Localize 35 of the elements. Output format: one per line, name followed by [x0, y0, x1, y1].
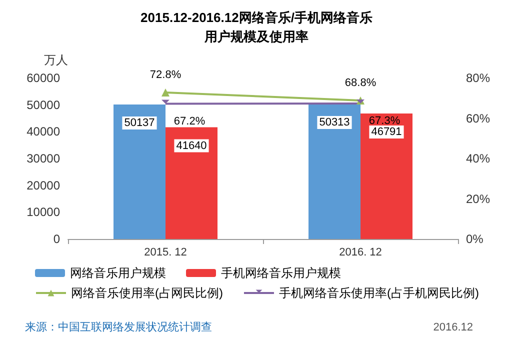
x-tick-label: 2015. 12	[144, 246, 187, 258]
y2-tick-label: 60%	[466, 111, 490, 126]
data-label: 72.8%	[150, 68, 182, 81]
source-note: 来源：中国互联网络发展状况统计调查	[25, 320, 212, 334]
y2-tick-label: 40%	[466, 152, 490, 166]
chart-subtitle: 用户规模及使用率	[204, 29, 308, 44]
data-label: 67.2%	[174, 115, 206, 128]
x-tick-label: 2016. 12	[339, 246, 382, 258]
y-tick-label: 40000	[26, 124, 60, 139]
y-tick-label: 0	[53, 232, 60, 246]
text: 2016.12	[433, 322, 474, 334]
legend-label: 手机网络音乐使用率(占手机网民比例)	[278, 286, 479, 300]
bar	[308, 104, 360, 239]
chart-title: 2015.12-2016.12网络音乐/手机网络音乐	[140, 10, 372, 25]
y-tick-label: 20000	[26, 178, 60, 192]
data-label: 67.3%	[368, 115, 400, 128]
legend-label: 网络音乐用户规模	[70, 266, 166, 280]
y-tick-label: 30000	[26, 152, 60, 166]
y-tick-label: 50000	[26, 98, 60, 112]
data-label: 50313	[319, 116, 350, 128]
data-label: 46791	[371, 126, 402, 138]
legend-label: 网络音乐使用率(占网民比例)	[71, 286, 223, 300]
bar	[360, 113, 412, 239]
bar	[114, 104, 166, 239]
data-label: 50137	[124, 116, 155, 129]
data-label: 41640	[176, 140, 207, 152]
y-axis-title: 万人	[44, 53, 68, 67]
data-label: 68.8%	[344, 77, 376, 90]
y2-tick-label: 80%	[466, 71, 490, 85]
y-tick-label: 10000	[26, 205, 60, 220]
legend-label: 手机网络音乐用户规模	[221, 266, 341, 280]
bar	[166, 127, 218, 239]
y2-tick-label: 0%	[466, 232, 484, 246]
y-tick-label: 60000	[26, 71, 60, 85]
y2-tick-label: 20%	[466, 192, 490, 206]
